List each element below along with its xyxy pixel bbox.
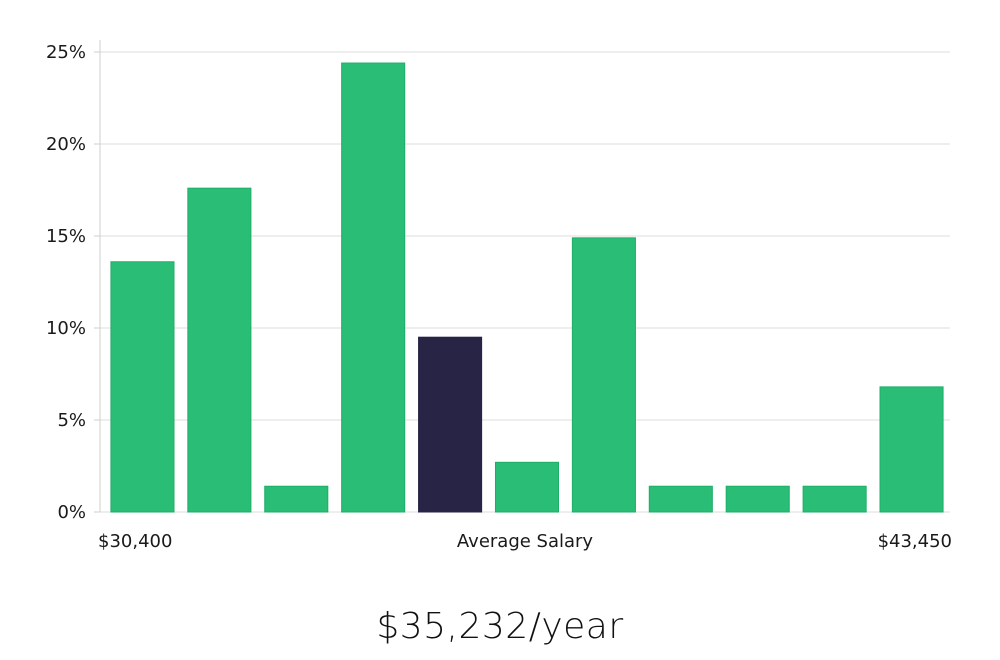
bar [725, 485, 790, 513]
x-min-label: $30,400 [98, 531, 172, 552]
x-axis-label: Average Salary [457, 531, 594, 552]
y-tick-label: 15% [46, 226, 86, 247]
y-tick-label: 5% [57, 410, 86, 431]
bar [341, 62, 406, 513]
bar [264, 485, 329, 513]
y-tick-label: 0% [57, 502, 86, 523]
bar [648, 485, 713, 513]
bars [110, 62, 944, 513]
bar [494, 461, 560, 513]
bar [571, 237, 636, 513]
bar [187, 187, 252, 513]
y-tick-label: 25% [46, 42, 86, 63]
salary-histogram: 0%5%10%15%20%25% $30,400 Average Salary … [46, 40, 952, 552]
bar [110, 261, 175, 513]
bar [879, 386, 944, 513]
bar-average-bin [418, 336, 483, 513]
y-tick-label: 10% [46, 318, 86, 339]
bar [802, 485, 867, 513]
average-salary-value: $35,232/year [376, 606, 624, 647]
y-tick-label: 20% [46, 134, 86, 155]
x-max-label: $43,450 [878, 531, 952, 552]
y-axis-ticks: 0% 5% 10% 15% 20% 25% [46, 42, 100, 523]
